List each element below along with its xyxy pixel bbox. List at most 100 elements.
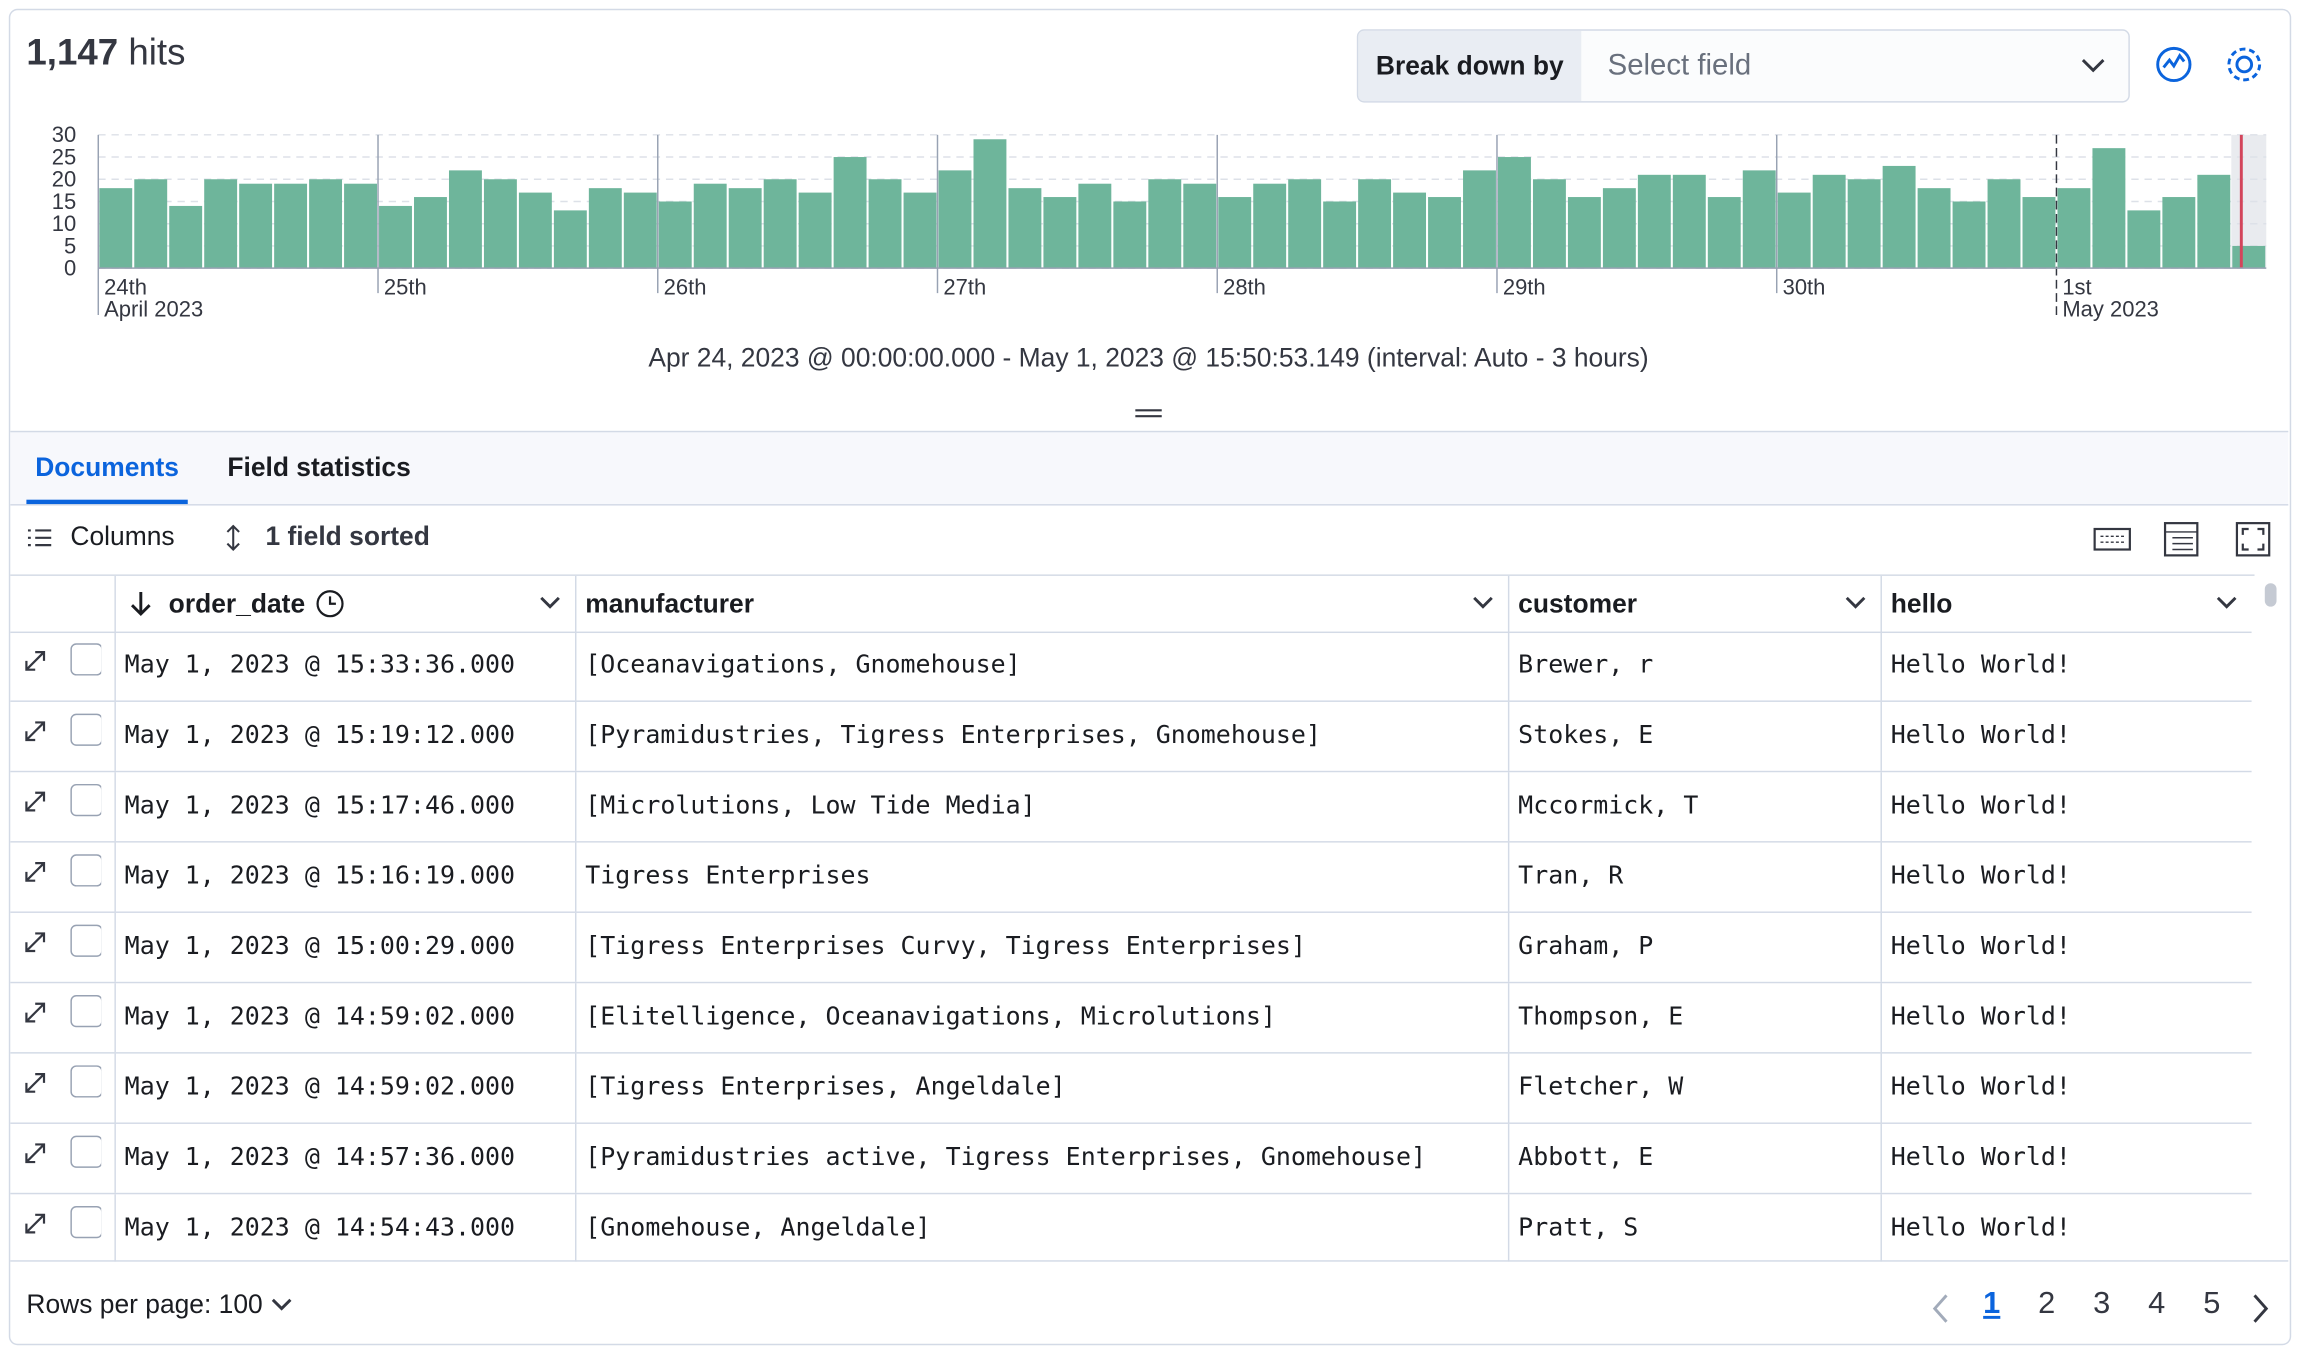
x-tick-sublabel: May 2023 [2062, 297, 2159, 322]
bar [1358, 179, 1392, 269]
bar [1078, 183, 1112, 269]
table-cell: [Tigress Enterprises Curvy, Tigress Ente… [575, 912, 1506, 982]
clock-icon [316, 590, 344, 618]
y-tick-label: 0 [64, 255, 76, 280]
x-tick-label: 24th [104, 275, 147, 300]
settings-icon[interactable] [2224, 44, 2265, 85]
column-name: order_date [168, 589, 306, 619]
page-link[interactable]: 5 [2203, 1286, 2221, 1321]
expand-icon[interactable] [22, 718, 48, 744]
table-cell: May 1, 2023 @ 14:54:43.000 [114, 1194, 573, 1262]
expand-icon[interactable] [22, 648, 48, 674]
bar [204, 179, 238, 269]
y-tick-label: 5 [64, 233, 76, 258]
table-cell: Hello World! [1880, 912, 2250, 982]
table-cell: Fletcher, W [1507, 1053, 1879, 1123]
columns-button[interactable]: Columns [70, 521, 175, 551]
expand-icon[interactable] [22, 859, 48, 885]
bar [2162, 197, 2196, 269]
resize-handle[interactable] [1134, 406, 1163, 421]
x-tick-label: 29th [1503, 275, 1546, 300]
row-checkbox[interactable] [70, 643, 102, 676]
prev-page[interactable] [1930, 1292, 1951, 1324]
bar [1393, 192, 1427, 269]
ai-icon[interactable] [2153, 44, 2194, 85]
row-checkbox[interactable] [70, 1135, 102, 1168]
expand-icon[interactable] [22, 788, 48, 814]
bar [1218, 197, 1252, 269]
column-menu-icon[interactable] [1471, 593, 1494, 614]
header-cell: customer [1507, 575, 1882, 632]
table-row: May 1, 2023 @ 14:59:02.000 [Tigress Enter… [10, 1053, 2252, 1124]
x-tick-sublabel: April 2023 [104, 297, 203, 322]
bar [274, 183, 308, 269]
bar [2232, 245, 2266, 269]
bar [1043, 197, 1077, 269]
table-cell: May 1, 2023 @ 14:59:02.000 [114, 1053, 573, 1123]
expand-icon[interactable] [22, 1140, 48, 1166]
column-menu-icon[interactable] [538, 593, 561, 614]
table-cell: Hello World! [1880, 1194, 2250, 1262]
hits: 1,147 hits [26, 32, 185, 74]
page-link[interactable]: 4 [2148, 1286, 2166, 1321]
row-checkbox[interactable] [70, 924, 102, 957]
page-link[interactable]: 1 [1983, 1286, 2001, 1321]
bar [1812, 174, 1846, 269]
table-row: May 1, 2023 @ 15:16:19.000 Tigress Enterp… [10, 842, 2252, 913]
row-checkbox[interactable] [70, 713, 102, 746]
row-checkbox[interactable] [70, 1205, 102, 1239]
page-link[interactable]: 3 [2093, 1286, 2111, 1321]
table-row: May 1, 2023 @ 15:00:29.000 [Tigress Enter… [10, 912, 2252, 984]
bar [1707, 197, 1741, 269]
bar [414, 197, 447, 269]
bar [1917, 188, 1951, 269]
tab[interactable]: Field statistics [227, 452, 411, 483]
expand-icon[interactable] [22, 929, 48, 955]
bar [344, 183, 377, 269]
rows-per-page[interactable]: Rows per page: 100 [26, 1290, 293, 1321]
row-checkbox[interactable] [70, 854, 102, 887]
table-cell: May 1, 2023 @ 15:00:29.000 [114, 912, 573, 982]
expand-icon[interactable] [22, 1070, 48, 1096]
time-range: Apr 24, 2023 @ 00:00:00.000 - May 1, 202… [648, 342, 1649, 373]
bar [169, 205, 203, 269]
bar [1637, 174, 1671, 269]
bar [239, 183, 273, 269]
column-menu-icon[interactable] [1844, 593, 1867, 614]
breakdown-control[interactable]: Break down by Select field [1356, 29, 2130, 103]
page-link[interactable]: 2 [2038, 1286, 2056, 1321]
bar [1288, 179, 1322, 269]
sort-icon [226, 524, 240, 551]
sort-button[interactable]: 1 field sorted [265, 521, 430, 551]
tabs-bar: Documents Field statistics [10, 430, 2289, 506]
x-tick-label: 27th [943, 275, 986, 300]
tab[interactable]: Documents [26, 432, 188, 505]
panel-border [8, 8, 2292, 1346]
table-cell [10, 632, 102, 701]
expand-icon[interactable] [22, 1210, 48, 1236]
bar [2092, 148, 2126, 269]
bar [693, 183, 727, 269]
table-cell: Brewer, r [1507, 631, 1879, 701]
table-cell: [Elitelligence, Oceanavigations, Microlu… [575, 983, 1506, 1053]
bar [379, 205, 412, 269]
row-checkbox[interactable] [70, 994, 102, 1028]
column-name: customer [1518, 589, 1638, 619]
bar [1532, 179, 1566, 269]
column-menu-icon[interactable] [2215, 593, 2238, 614]
table-row: May 1, 2023 @ 15:17:46.000 [Microlutions,… [10, 772, 2252, 843]
bar [1253, 183, 1287, 269]
table-cell [10, 983, 102, 1052]
table-cell [10, 1124, 102, 1193]
sort-desc-icon [130, 592, 151, 617]
bar [1602, 188, 1636, 269]
row-checkbox[interactable] [70, 1065, 102, 1098]
grid-toolbar-icons[interactable] [2092, 522, 2277, 557]
header-cell [10, 576, 113, 632]
header-cell: order_date [114, 575, 576, 632]
next-page[interactable] [2250, 1292, 2271, 1324]
expand-icon[interactable] [22, 999, 48, 1025]
row-checkbox[interactable] [70, 783, 102, 817]
